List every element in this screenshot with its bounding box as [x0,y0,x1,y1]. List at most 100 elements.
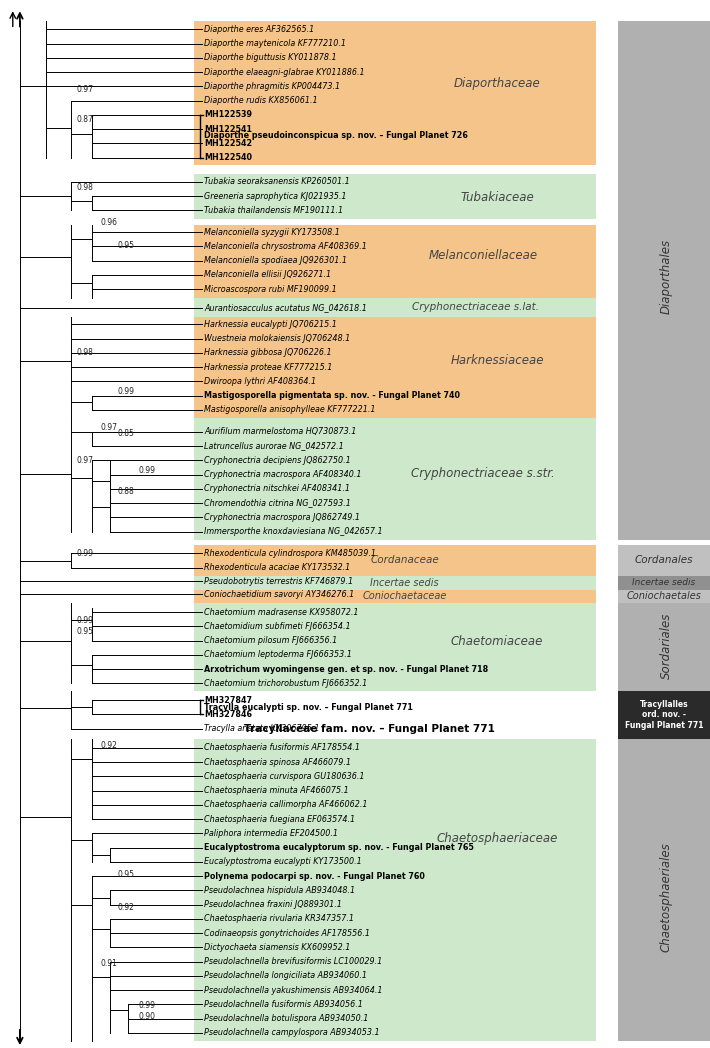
Text: Polynema podocarpi sp. nov. - Fungal Planet 760: Polynema podocarpi sp. nov. - Fungal Pla… [204,872,425,880]
Text: Chaetosphaeria callimorpha AF466062.1: Chaetosphaeria callimorpha AF466062.1 [204,801,368,809]
Text: Melanconiella chrysostroma AF408369.1: Melanconiella chrysostroma AF408369.1 [204,242,367,250]
Bar [194,224,596,299]
Text: Diaporthe rudis KX856061.1: Diaporthe rudis KX856061.1 [204,96,318,105]
Bar [618,603,710,691]
Text: Pseudolachnella campylospora AB934053.1: Pseudolachnella campylospora AB934053.1 [204,1028,380,1038]
Text: 0.87: 0.87 [77,115,94,124]
Bar [194,576,596,590]
Text: Incertae sedis: Incertae sedis [371,577,439,588]
Text: Incertae sedis: Incertae sedis [632,578,696,587]
Text: Tracylla eucalypti sp. nov. – Fungal Planet 771: Tracylla eucalypti sp. nov. – Fungal Pla… [204,703,413,712]
Text: Chaetosphaeriales: Chaetosphaeriales [660,843,672,952]
Text: 0.97: 0.97 [101,422,118,432]
Text: 0.99: 0.99 [138,1001,155,1010]
Text: MH122542: MH122542 [204,139,253,148]
Text: Cryphonectriaceae s.lat.: Cryphonectriaceae s.lat. [413,302,539,312]
Text: Pseudobotrytis terrestris KF746879.1: Pseudobotrytis terrestris KF746879.1 [204,576,354,586]
Text: Chaetomium pilosum FJ666356.1: Chaetomium pilosum FJ666356.1 [204,636,338,645]
Text: Cryphonectria decipiens JQ862750.1: Cryphonectria decipiens JQ862750.1 [204,456,351,464]
Text: Sordariales: Sordariales [660,612,672,679]
Text: Cryphonectria nitschkei AF408341.1: Cryphonectria nitschkei AF408341.1 [204,484,351,494]
Text: Tubakia thailandensis MF190111.1: Tubakia thailandensis MF190111.1 [204,206,344,215]
Text: Microascospora rubi MF190099.1: Microascospora rubi MF190099.1 [204,285,337,293]
Text: Arxotrichum wyomingense gen. et sp. nov. - Fungal Planet 718: Arxotrichum wyomingense gen. et sp. nov.… [204,664,488,674]
Text: Cordanaceae: Cordanaceae [371,555,439,565]
Text: Chaetomium leptoderma FJ666353.1: Chaetomium leptoderma FJ666353.1 [204,651,352,659]
Text: 0.92: 0.92 [101,741,118,750]
Text: Melanconiellaceae: Melanconiellaceae [428,249,537,262]
Text: Wuestneia molokaiensis JQ706248.1: Wuestneia molokaiensis JQ706248.1 [204,334,351,343]
Text: 0.99: 0.99 [77,615,94,625]
Bar [618,590,710,603]
Text: Diaporthe elaeagni-glabrae KY011886.1: Diaporthe elaeagni-glabrae KY011886.1 [204,68,365,77]
Bar [194,739,596,1042]
Text: Codinaeopsis gonytrichoides AF178556.1: Codinaeopsis gonytrichoides AF178556.1 [204,929,371,938]
Bar [194,21,596,166]
Text: Diaporthaceae: Diaporthaceae [454,78,540,90]
Text: Pseudolachnella brevifusiformis LC100029.1: Pseudolachnella brevifusiformis LC100029… [204,957,383,966]
Bar [618,21,710,540]
Text: Paliphora intermedia EF204500.1: Paliphora intermedia EF204500.1 [204,829,339,837]
Text: Tubakiaceae: Tubakiaceae [460,191,534,203]
Text: Chaetosphaeria spinosa AF466079.1: Chaetosphaeria spinosa AF466079.1 [204,758,351,766]
Bar [194,174,596,219]
Bar [194,316,596,417]
Text: Aurifilum marmelostoma HQ730873.1: Aurifilum marmelostoma HQ730873.1 [204,428,357,436]
Text: Dictyochaeta siamensis KX609952.1: Dictyochaeta siamensis KX609952.1 [204,943,351,952]
Text: Pseudolachnea fraxini JQ889301.1: Pseudolachnea fraxini JQ889301.1 [204,900,342,909]
Text: Chaetosphaeria fuegiana EF063574.1: Chaetosphaeria fuegiana EF063574.1 [204,814,356,824]
Text: 0.99: 0.99 [138,465,155,475]
Text: Rhexodenticula cylindrospora KM485039.1: Rhexodenticula cylindrospora KM485039.1 [204,549,376,558]
Text: Pseudolachnella fusiformis AB934056.1: Pseudolachnella fusiformis AB934056.1 [204,1000,364,1009]
Text: Latruncellus aurorae NG_042572.1: Latruncellus aurorae NG_042572.1 [204,441,344,451]
Text: Melanconiella spodiaea JQ926301.1: Melanconiella spodiaea JQ926301.1 [204,257,347,265]
Text: Tracyllaceae fam. nov. – Fungal Planet 771: Tracyllaceae fam. nov. – Fungal Planet 7… [244,724,495,735]
Text: Pseudolachnella botulispora AB934050.1: Pseudolachnella botulispora AB934050.1 [204,1014,369,1023]
Text: 0.95: 0.95 [117,870,134,878]
Text: Cryphonectriaceae s.str.: Cryphonectriaceae s.str. [411,467,555,480]
Bar [194,417,596,540]
Text: Cryphonectria macrospora JQ862749.1: Cryphonectria macrospora JQ862749.1 [204,512,361,522]
Text: 0.95: 0.95 [117,241,134,249]
Bar [618,739,710,1042]
Text: Tracyllalles
ord. nov. -
Fungal Planet 771: Tracyllalles ord. nov. - Fungal Planet 7… [625,700,703,729]
Text: MH327846: MH327846 [204,709,253,719]
Bar [618,691,710,739]
Text: Tubakia seoraksanensis KP260501.1: Tubakia seoraksanensis KP260501.1 [204,177,350,187]
Text: 0.90: 0.90 [138,1012,155,1021]
Bar [194,545,596,576]
Text: 0.97: 0.97 [77,85,94,94]
Text: Aurantiosacculus acutatus NG_042618.1: Aurantiosacculus acutatus NG_042618.1 [204,303,367,312]
Text: Chaetosphaeria rivularia KR347357.1: Chaetosphaeria rivularia KR347357.1 [204,915,354,923]
Text: Chaetosphaeria fusiformis AF178554.1: Chaetosphaeria fusiformis AF178554.1 [204,743,361,752]
Text: Tracylla aristata KX306795.1: Tracylla aristata KX306795.1 [204,724,320,733]
Bar [618,576,710,590]
Text: Coniochaetidium savoryi AY346276.1: Coniochaetidium savoryi AY346276.1 [204,590,355,598]
Text: Diaporthe biguttusis KY011878.1: Diaporthe biguttusis KY011878.1 [204,53,337,62]
Text: Eucalyptostroma eucalyptorum sp. nov. - Fungal Planet 765: Eucalyptostroma eucalyptorum sp. nov. - … [204,844,474,852]
Text: Chaetomium trichorobustum FJ666352.1: Chaetomium trichorobustum FJ666352.1 [204,679,368,687]
Text: Dwiroopa lythri AF408364.1: Dwiroopa lythri AF408364.1 [204,377,317,386]
Text: Diaporthe maytenicola KF777210.1: Diaporthe maytenicola KF777210.1 [204,39,346,48]
Text: Mastigosporella pigmentata sp. nov. - Fungal Planet 740: Mastigosporella pigmentata sp. nov. - Fu… [204,391,461,400]
Text: Harknessiaceae: Harknessiaceae [450,354,544,367]
Text: Melanconiella syzygii KY173508.1: Melanconiella syzygii KY173508.1 [204,227,340,237]
Text: Coniochaetales: Coniochaetales [626,591,701,602]
Text: Chaetomiaceae: Chaetomiaceae [451,635,543,648]
Text: Chromendothia citrina NG_027593.1: Chromendothia citrina NG_027593.1 [204,499,351,507]
Text: Mastigosporella anisophylleae KF777221.1: Mastigosporella anisophylleae KF777221.1 [204,406,376,414]
Text: MH327847: MH327847 [204,696,253,704]
Text: Diaporthales: Diaporthales [660,239,672,314]
Text: MH122540: MH122540 [204,153,253,162]
Bar [618,545,710,576]
Text: Chaetosphaeria minuta AF466075.1: Chaetosphaeria minuta AF466075.1 [204,786,349,795]
Text: Coniochaetaceae: Coniochaetaceae [363,591,447,602]
Bar [194,299,596,316]
Text: Harknessia proteae KF777215.1: Harknessia proteae KF777215.1 [204,363,333,372]
Text: Pseudolachnea hispidula AB934048.1: Pseudolachnea hispidula AB934048.1 [204,886,356,895]
Text: Immersporthe knoxdaviesiana NG_042657.1: Immersporthe knoxdaviesiana NG_042657.1 [204,527,383,536]
Text: 0.95: 0.95 [77,627,94,635]
Text: Cryphonectria macrospora AF408340.1: Cryphonectria macrospora AF408340.1 [204,471,362,479]
Bar [194,590,596,603]
Bar [194,603,596,691]
